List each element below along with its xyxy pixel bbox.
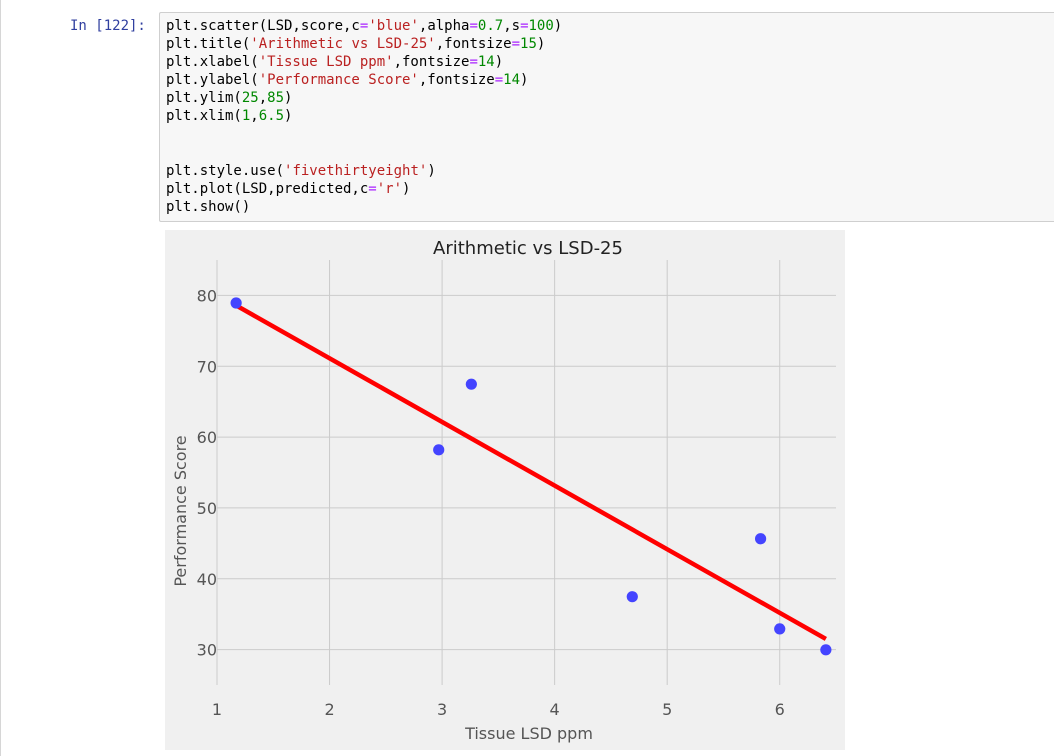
code-token: plt.xlabel( (166, 54, 259, 71)
code-token: , (258, 90, 268, 107)
code-token: ) (494, 54, 504, 71)
code-lines: plt.scatter(LSD,score,c='blue',alpha=0.7… (166, 17, 562, 216)
code-token: 'fivethirtyeight' (284, 162, 428, 179)
code-token: 6.5 (258, 108, 285, 125)
code-token: ) (536, 36, 546, 53)
code-token: = (469, 54, 478, 71)
x-axis-label: Tissue LSD ppm (464, 724, 593, 743)
code-token: , (250, 108, 259, 125)
code-token: ) (284, 90, 293, 107)
code-token: plt.plot(LSD,predicted,c (166, 180, 369, 197)
x-tick-label: 1 (212, 700, 222, 719)
code-token: plt.ylabel( (166, 72, 259, 89)
y-tick-label: 70 (197, 357, 217, 376)
scatter-point (820, 644, 832, 656)
code-token: plt.show() (166, 198, 251, 215)
x-tick-label: 4 (550, 700, 560, 719)
x-tick-label: 5 (662, 700, 672, 719)
y-tick-labels: 30 40 50 60 70 80 (197, 286, 217, 659)
code-token: ,fontsize (435, 36, 512, 53)
scatter-point (465, 378, 477, 390)
code-token: 'Arithmetic vs LSD-25' (250, 36, 436, 53)
code-token: 'Performance Score' (258, 72, 419, 89)
code-token: = (494, 72, 504, 89)
scatter-point (754, 533, 767, 545)
code-token: = (469, 18, 478, 34)
regression-line (235, 303, 827, 641)
code-token: 85 (267, 90, 285, 107)
code-token: = (520, 18, 529, 34)
code-line: plt.ylabel('Performance Score',fontsize=… (166, 71, 562, 89)
code-token: 100 (528, 18, 554, 34)
code-line: plt.scatter(LSD,score,c='blue',alpha=0.7… (166, 17, 562, 35)
code-token: ,s (503, 18, 521, 34)
code-token: plt.title( (166, 36, 251, 53)
chart-title: Arithmetic vs LSD-25 (433, 238, 623, 259)
code-line: plt.ylim(25,85) (166, 89, 562, 107)
code-token: = (368, 180, 377, 197)
code-token: 14 (477, 54, 495, 71)
output-area: 1 2 3 4 5 6 30 40 50 60 70 80 Arithmetic vs LSD-25… (165, 230, 845, 750)
code-token: plt.xlim( (166, 108, 242, 125)
code-token: 14 (503, 72, 521, 89)
fit-line-group (235, 303, 827, 641)
code-token: ) (402, 180, 411, 197)
y-axis-label: Performance Score (171, 435, 190, 586)
y-tick-label: 30 (197, 641, 217, 660)
code-line (166, 144, 562, 162)
scatter-point (774, 623, 786, 635)
code-token: plt.scatter(LSD,score,c (166, 18, 360, 34)
figure-background (165, 230, 845, 750)
code-token: ) (520, 72, 529, 89)
code-token: 'blue' (368, 18, 419, 34)
code-token: plt.ylim( (166, 90, 242, 107)
code-token: 15 (520, 36, 537, 53)
code-line: plt.plot(LSD,predicted,c='r') (166, 180, 562, 198)
code-token: ,fontsize (393, 54, 470, 71)
y-tick-label: 50 (197, 499, 217, 518)
x-tick-label: 2 (324, 700, 334, 719)
scatter-point (626, 591, 638, 603)
code-token: = (511, 36, 521, 53)
x-tick-label: 6 (775, 700, 785, 719)
scatter-point (433, 444, 445, 456)
code-token: plt.style.use( (166, 162, 285, 179)
code-token: 25 (241, 90, 259, 107)
code-token: 0.7 (477, 18, 504, 34)
code-line: plt.xlabel('Tissue LSD ppm',fontsize=14) (166, 53, 562, 71)
y-tick-label: 40 (197, 570, 217, 589)
code-token: 'r' (376, 180, 403, 197)
y-tick-label: 60 (197, 428, 217, 447)
code-line: plt.xlim(1,6.5) (166, 107, 562, 125)
y-tick-label: 80 (197, 286, 217, 305)
code-token: ,alpha (418, 18, 470, 34)
code-token: 'Tissue LSD ppm' (258, 54, 394, 71)
code-token: 1 (241, 108, 251, 125)
code-editor[interactable]: plt.scatter(LSD,score,c='blue',alpha=0.7… (159, 12, 1054, 222)
code-line: plt.title('Arithmetic vs LSD-25',fontsiz… (166, 35, 562, 53)
x-tick-labels: 1 2 3 4 5 6 (212, 700, 785, 719)
code-token: = (359, 18, 369, 34)
code-line: plt.show() (166, 198, 562, 216)
code-token: ) (284, 108, 293, 125)
code-token: ,fontsize (418, 72, 495, 89)
scatter-points (230, 297, 832, 656)
code-line: plt.style.use('fivethirtyeight') (166, 162, 562, 180)
x-tick-label: 3 (437, 700, 447, 719)
scatter-point (230, 297, 242, 309)
code-token: ) (553, 18, 563, 34)
input-prompt: In [122]: (70, 18, 146, 34)
grid (216, 260, 836, 685)
code-line (166, 126, 562, 144)
scatter-chart: 1 2 3 4 5 6 30 40 50 60 70 80 Arithmetic vs LSD-25… (165, 230, 845, 750)
code-token: ) (427, 162, 436, 179)
